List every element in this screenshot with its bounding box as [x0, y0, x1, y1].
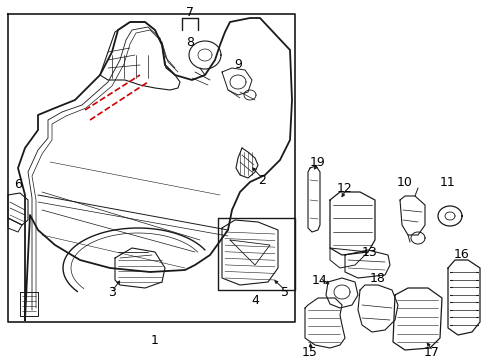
Text: 18: 18 — [369, 271, 385, 284]
Text: 10: 10 — [396, 176, 412, 189]
Text: 5: 5 — [281, 285, 288, 298]
Text: 11: 11 — [439, 176, 455, 189]
Text: 6: 6 — [14, 179, 22, 192]
Text: 19: 19 — [309, 156, 325, 168]
Text: 3: 3 — [108, 287, 116, 300]
Text: 12: 12 — [336, 181, 352, 194]
Text: 17: 17 — [423, 346, 439, 360]
Text: 9: 9 — [234, 58, 242, 72]
Text: 13: 13 — [362, 246, 377, 258]
Text: 15: 15 — [302, 346, 317, 359]
Text: 16: 16 — [453, 248, 469, 261]
Text: 8: 8 — [185, 36, 194, 49]
Text: 1: 1 — [151, 333, 159, 346]
Text: 7: 7 — [185, 5, 194, 18]
Text: 2: 2 — [258, 174, 265, 186]
Text: 14: 14 — [311, 274, 327, 287]
Text: 4: 4 — [250, 293, 259, 306]
